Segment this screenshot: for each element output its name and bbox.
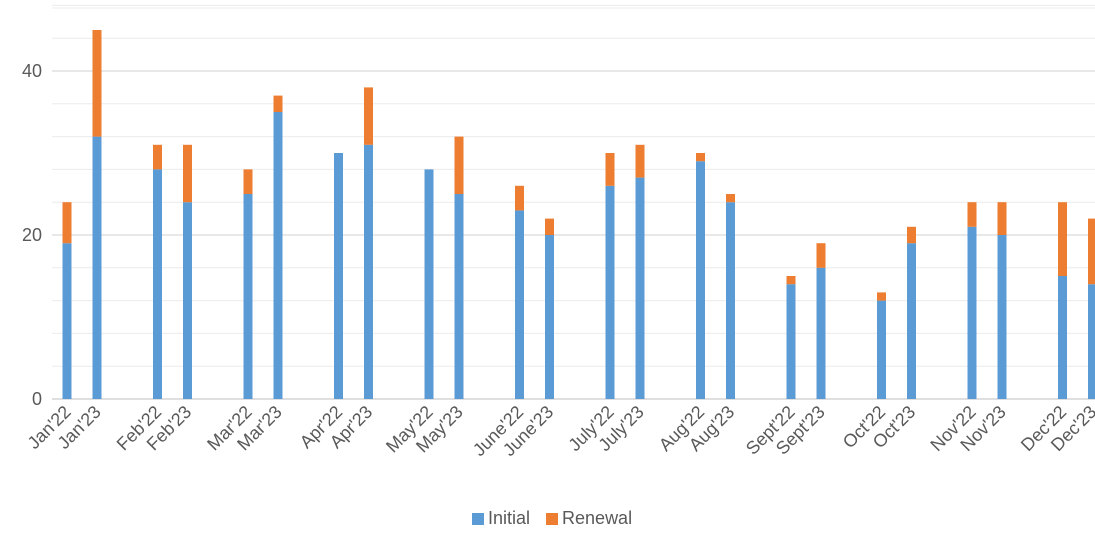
legend-label-renewal: Renewal <box>562 508 632 528</box>
bar-initial <box>635 177 645 399</box>
y-tick-label: 0 <box>32 389 42 409</box>
bar-renewal <box>635 144 645 178</box>
bars <box>62 30 1095 399</box>
bar-initial <box>605 185 615 399</box>
bar-renewal <box>877 292 886 301</box>
bar-initial <box>424 169 434 399</box>
bar-initial <box>62 243 72 399</box>
y-tick-label: 20 <box>22 225 42 245</box>
bar-initial <box>243 194 253 399</box>
bar-initial <box>816 267 826 399</box>
bar-initial <box>454 194 464 399</box>
bar-renewal <box>907 226 916 244</box>
bar-initial <box>273 112 283 399</box>
bar-renewal <box>997 202 1007 235</box>
legend-label-initial: Initial <box>488 508 530 528</box>
bar-initial <box>726 202 735 399</box>
bar-initial <box>1058 276 1067 399</box>
bar-renewal <box>454 136 464 194</box>
bar-initial <box>515 210 524 399</box>
bar-renewal <box>816 243 826 268</box>
bar-renewal <box>545 218 554 235</box>
bar-initial <box>907 243 916 399</box>
bar-renewal <box>967 202 977 227</box>
bar-renewal <box>786 276 796 285</box>
bar-initial <box>545 235 554 399</box>
bar-initial <box>1088 284 1095 399</box>
bar-renewal <box>364 87 373 145</box>
bar-initial <box>877 300 886 399</box>
bar-initial <box>334 153 343 399</box>
bar-initial <box>364 144 373 399</box>
bar-renewal <box>62 202 72 244</box>
bar-initial <box>967 226 977 399</box>
y-axis: 0 20 40 <box>22 61 42 409</box>
bar-initial <box>92 136 102 399</box>
bar-renewal <box>153 144 162 170</box>
bar-initial <box>153 169 162 399</box>
bar-renewal <box>273 95 283 112</box>
bar-renewal <box>1058 202 1067 276</box>
bar-initial <box>997 235 1007 399</box>
bar-renewal <box>605 153 615 186</box>
bar-renewal <box>243 169 253 194</box>
bar-initial <box>786 284 796 399</box>
bar-renewal <box>92 30 102 137</box>
bar-renewal <box>515 185 524 211</box>
bar-renewal <box>696 153 705 162</box>
legend: Initial Renewal <box>472 508 632 528</box>
bar-renewal <box>183 144 192 203</box>
grid-lines <box>52 4 1095 400</box>
bar-initial <box>696 161 705 399</box>
bar-renewal <box>726 194 735 203</box>
legend-swatch-renewal <box>546 513 559 525</box>
y-tick-label: 40 <box>22 61 42 81</box>
bar-initial <box>183 202 192 399</box>
bar-renewal <box>1088 218 1095 285</box>
legend-swatch-initial <box>472 513 484 525</box>
